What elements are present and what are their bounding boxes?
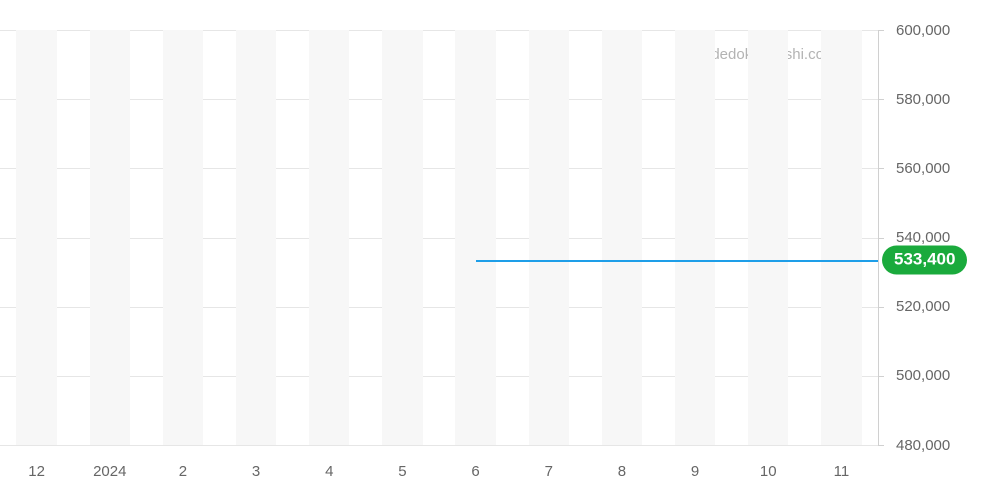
price-chart: udedokeitoushi.com 480,000500,000520,000… [0, 0, 1000, 500]
h-gridline [0, 445, 878, 446]
vertical-band [455, 30, 495, 445]
x-tick-label: 5 [398, 463, 406, 480]
y-tick-mark [878, 376, 884, 377]
vertical-band [16, 30, 56, 445]
x-tick-label: 2 [179, 463, 187, 480]
h-gridline [0, 307, 878, 308]
y-tick-label: 500,000 [896, 367, 950, 384]
h-gridline [0, 168, 878, 169]
vertical-band [748, 30, 788, 445]
y-tick-mark [878, 445, 884, 446]
x-tick-label: 6 [471, 463, 479, 480]
x-tick-label: 11 [834, 463, 850, 480]
h-gridline [0, 376, 878, 377]
vertical-band [309, 30, 349, 445]
x-tick-label: 12 [28, 463, 45, 480]
y-tick-mark [878, 168, 884, 169]
y-tick-mark [878, 99, 884, 100]
y-tick-label: 560,000 [896, 160, 950, 177]
x-tick-label: 8 [618, 463, 626, 480]
x-tick-label: 4 [325, 463, 333, 480]
vertical-band [90, 30, 130, 445]
vertical-band [675, 30, 715, 445]
x-tick-label: 7 [545, 463, 553, 480]
vertical-band [382, 30, 422, 445]
y-tick-mark [878, 30, 884, 31]
vertical-band [163, 30, 203, 445]
x-tick-label: 2024 [93, 463, 126, 480]
h-gridline [0, 238, 878, 239]
current-price-badge: 533,400 [882, 246, 967, 275]
y-tick-label: 520,000 [896, 298, 950, 315]
vertical-band [529, 30, 569, 445]
price-series-line [476, 260, 878, 262]
vertical-band [821, 30, 861, 445]
x-tick-label: 9 [691, 463, 699, 480]
vertical-band [602, 30, 642, 445]
h-gridline [0, 30, 878, 31]
y-tick-label: 540,000 [896, 229, 950, 246]
x-tick-label: 10 [760, 463, 777, 480]
y-tick-mark [878, 238, 884, 239]
y-tick-label: 480,000 [896, 437, 950, 454]
h-gridline [0, 99, 878, 100]
x-tick-label: 3 [252, 463, 260, 480]
vertical-band [236, 30, 276, 445]
y-tick-label: 580,000 [896, 91, 950, 108]
y-tick-mark [878, 307, 884, 308]
y-tick-label: 600,000 [896, 22, 950, 39]
